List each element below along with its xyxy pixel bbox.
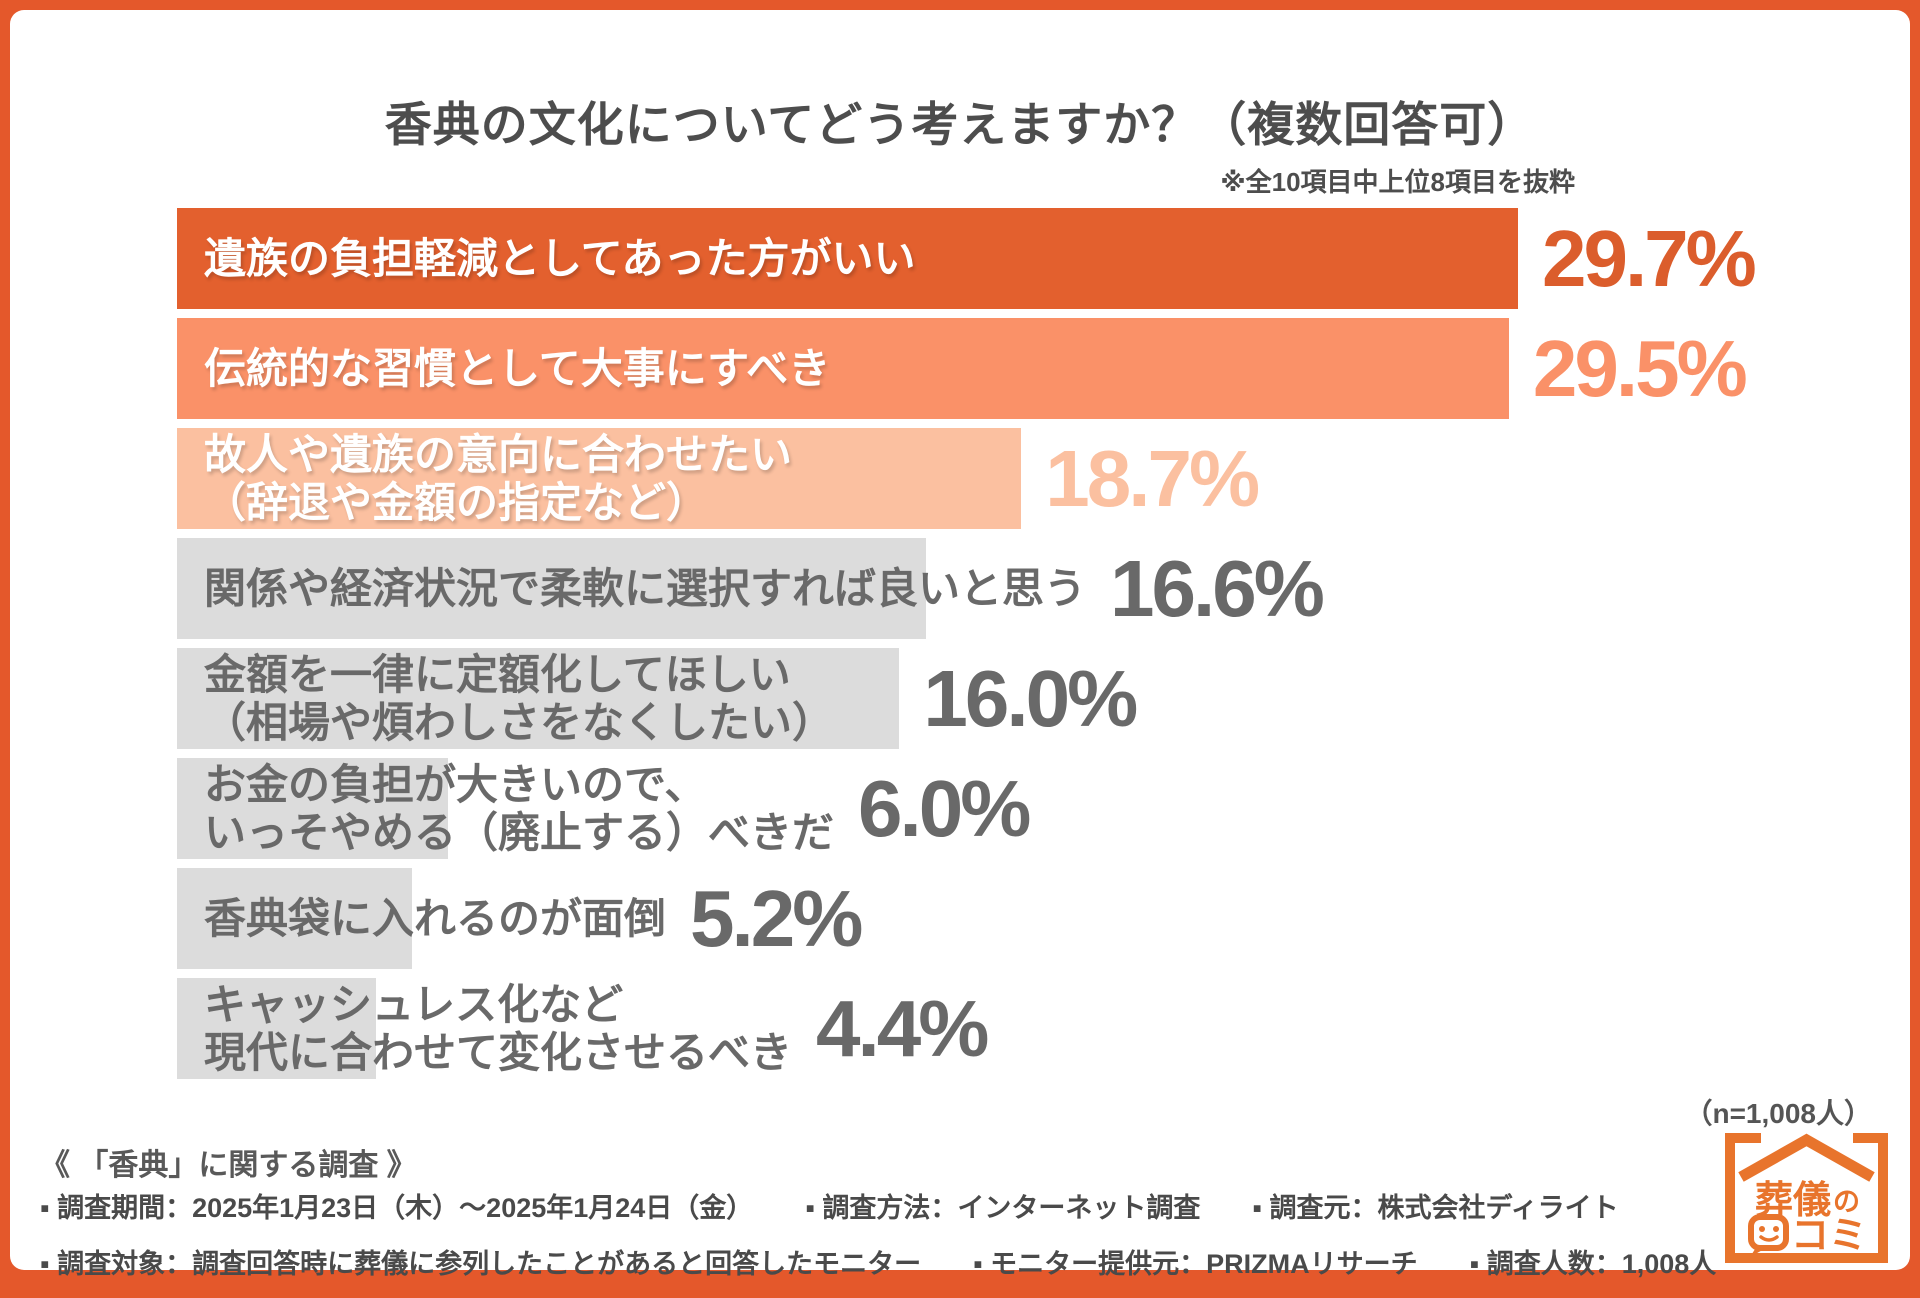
bar-value: 29.5%	[1532, 323, 1748, 413]
bar-fill	[177, 318, 1509, 419]
bar-row: 金額を一律に定額化してほしい （相場や煩わしさをなくしたい） 16.0%	[177, 648, 1907, 749]
survey-meta-item: ▪ 調査人数：1,008人	[1469, 1249, 1717, 1279]
survey-meta-item: ▪ モニター提供元：PRIZMAリサーチ	[973, 1249, 1418, 1279]
bar-value: 18.7%	[1045, 433, 1260, 523]
chart-title: 香典の文化についてどう考えますか？（複数回答可）	[384, 98, 1536, 151]
svg-text:の: の	[1833, 1187, 1860, 1217]
bar-fill	[177, 868, 412, 969]
survey-meta-row: ▪ 調査期間：2025年1月23日（木）～2025年1月24日（金） ▪ 調査方法…	[40, 1186, 1619, 1225]
survey-meta-item: ▪ 調査元：株式会社ディライト	[1252, 1193, 1619, 1223]
bar-label: 金額を一律に定額化してほしい （相場や煩わしさをなくしたい）	[204, 651, 835, 746]
bar-row: お金の負担が大きいので、 いっそやめる（廃止する）べきだ 6.0%	[177, 758, 1907, 859]
bar-fill	[177, 428, 1022, 529]
bar-row: キャッシュレス化など 現代に合わせて変化させるべき 4.4%	[177, 978, 1907, 1079]
bar-value: 16.6%	[1110, 543, 1325, 633]
speech-bubble-icon	[1748, 1214, 1789, 1257]
survey-meta-item: ▪ 調査方法：インターネット調査	[805, 1193, 1201, 1223]
bar-row: 遺族の負担軽減としてあった方がいい 29.7%	[177, 208, 1907, 309]
bar-label: 遺族の負担軽減としてあった方がいい	[204, 234, 916, 282]
bar-row: 香典袋に入れるのが面倒 5.2%	[177, 868, 1907, 969]
content-card: 香典の文化についてどう考えますか？（複数回答可） ※全10項目中上位8項目を抜粋…	[10, 10, 1910, 1279]
bar-row: 関係や経済状況で柔軟に選択すれば良いと思う 16.6%	[177, 538, 1907, 639]
bar-fill	[177, 978, 376, 1079]
survey-meta-item: ▪ 調査対象：調査回答時に葬儀に参列したことがあると回答したモニター	[40, 1249, 922, 1279]
survey-meta-row: ▪ 調査対象：調査回答時に葬儀に参列したことがあると回答したモニター ▪ モニター…	[40, 1242, 1716, 1281]
bar-row: 伝統的な習慣として大事にすべき 29.5%	[177, 318, 1907, 419]
logo-house-icon: 葬儀 の コミ	[1725, 1133, 1888, 1263]
bar-fill	[177, 758, 448, 859]
bar-chart: 遺族の負担軽減としてあった方がいい 29.7% 伝統的な習慣として大事にすべき …	[177, 208, 1907, 1088]
bar-label: 関係や経済状況で柔軟に選択すれば良いと思う	[204, 564, 1087, 612]
bar-label: 香典袋に入れるのが面倒	[204, 894, 667, 942]
bar-label: お金の負担が大きいので、 いっそやめる（廃止する）べきだ	[204, 761, 835, 856]
bar-value: 6.0%	[858, 763, 1031, 853]
bar-fill	[177, 538, 927, 639]
bar-label: 故人や遺族の意向に合わせたい （辞退や金額の指定など）	[204, 431, 793, 526]
bar-label: キャッシュレス化など 現代に合わせて変化させるべき	[204, 981, 793, 1076]
bar-value: 29.7%	[1541, 213, 1757, 303]
survey-meta: ▪ 調査期間：2025年1月23日（木）～2025年1月24日（金） ▪ 調査方法…	[40, 1186, 1716, 1298]
survey-title: 《 「香典」に関する調査 》	[40, 1149, 417, 1182]
bar-fill	[177, 208, 1518, 309]
brand-logo: 葬儀 の コミ	[1725, 1133, 1888, 1263]
survey-meta-item: ▪ 調査期間：2025年1月23日（木）～2025年1月24日（金）	[40, 1193, 754, 1223]
bar-value: 5.2%	[690, 873, 863, 963]
bar-value: 16.0%	[923, 653, 1138, 743]
selection-note: ※全10項目中上位8項目を抜粋	[1220, 167, 1575, 197]
sample-size-note: （n=1,008人）	[1684, 1098, 1872, 1129]
bar-label: 伝統的な習慣として大事にすべき	[204, 344, 831, 392]
bar-row: 故人や遺族の意向に合わせたい （辞退や金額の指定など） 18.7%	[177, 428, 1907, 529]
bar-value: 4.4%	[816, 983, 989, 1073]
bar-fill	[177, 648, 900, 749]
logo-text-line2: コミ	[1791, 1215, 1867, 1257]
